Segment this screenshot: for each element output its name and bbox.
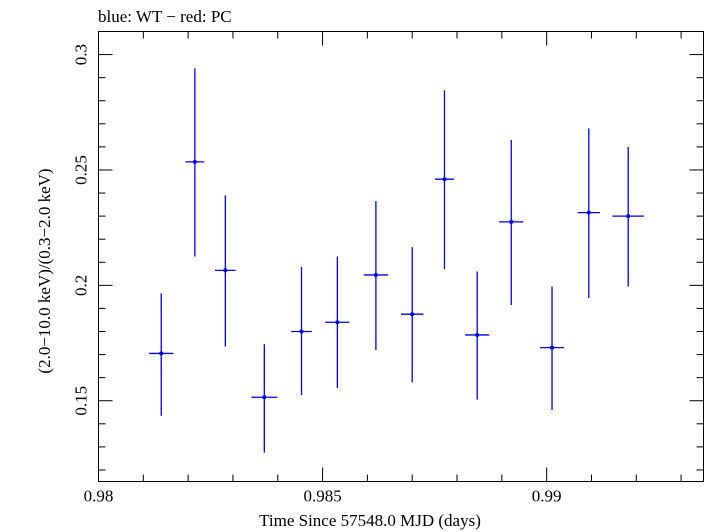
data-point bbox=[410, 312, 415, 317]
data-point bbox=[223, 268, 228, 273]
data-point-group bbox=[215, 195, 236, 347]
data-point bbox=[509, 219, 514, 224]
series-group bbox=[149, 68, 644, 453]
data-point-group bbox=[363, 201, 389, 350]
data-point-group bbox=[149, 293, 174, 416]
y-axis-label: (2.0−10.0 keV)/(0.3−2.0 keV) bbox=[35, 168, 54, 373]
data-point bbox=[475, 332, 480, 337]
data-point-group bbox=[291, 266, 312, 395]
data-point-group bbox=[577, 128, 600, 299]
data-point-group bbox=[185, 68, 205, 257]
data-point-group bbox=[499, 139, 524, 305]
data-point bbox=[299, 329, 304, 334]
data-point bbox=[335, 320, 340, 325]
data-point-group bbox=[612, 146, 644, 287]
x-tick-label: 0.98 bbox=[84, 487, 114, 506]
y-tick-label: 0.3 bbox=[72, 44, 91, 65]
data-point-group bbox=[325, 256, 350, 389]
x-tick-label: 0.99 bbox=[532, 487, 562, 506]
data-point bbox=[159, 351, 164, 356]
y-tick-label: 0.2 bbox=[72, 275, 91, 296]
data-point bbox=[550, 345, 555, 350]
y-tick-label: 0.25 bbox=[72, 155, 91, 185]
x-axis-label: Time Since 57548.0 MJD (days) bbox=[259, 511, 481, 530]
x-tick-label: 0.985 bbox=[303, 487, 341, 506]
x-axis-ticks: 0.98 0.985 0.99 bbox=[84, 31, 682, 506]
data-point bbox=[586, 210, 591, 215]
y-tick-label: 0.15 bbox=[72, 386, 91, 416]
plot-frame bbox=[98, 31, 704, 482]
data-point-group bbox=[251, 344, 278, 453]
data-series bbox=[149, 68, 644, 453]
chart-title: blue: WT − red: PC bbox=[98, 7, 232, 26]
data-point-group bbox=[465, 271, 490, 400]
data-point bbox=[373, 272, 378, 277]
data-point-group bbox=[401, 247, 424, 383]
data-point bbox=[442, 177, 447, 182]
data-point bbox=[626, 214, 631, 219]
data-point bbox=[262, 395, 267, 400]
data-point-group bbox=[435, 90, 454, 270]
data-point bbox=[192, 159, 197, 164]
data-point-group bbox=[539, 286, 565, 410]
y-axis-ticks: 0.15 0.2 0.25 0.3 bbox=[72, 31, 704, 471]
